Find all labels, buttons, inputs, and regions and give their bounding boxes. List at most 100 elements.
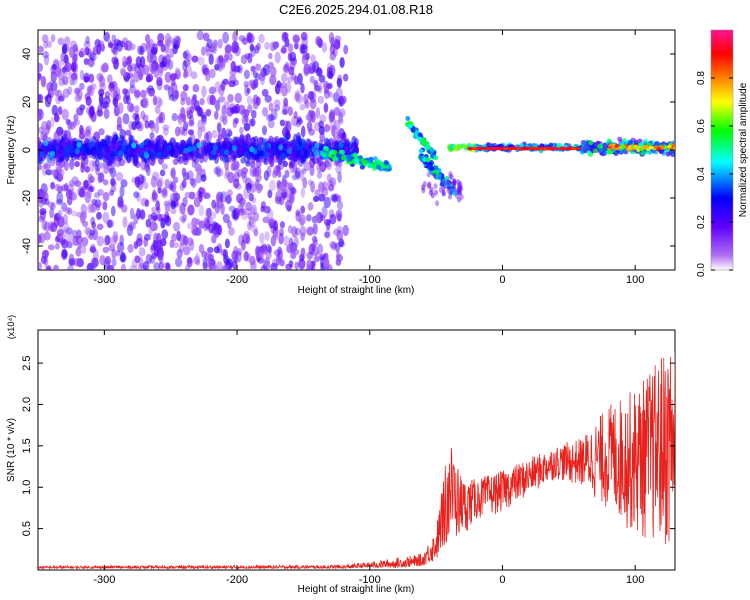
heatmap-mark — [180, 139, 186, 149]
heatmap-mark — [67, 148, 73, 156]
heatmap-mark — [251, 109, 257, 119]
heatmap-mark — [108, 167, 114, 174]
heatmap-mark — [161, 186, 168, 196]
x-tick-label: 0 — [499, 574, 505, 586]
heatmap-marks — [38, 30, 675, 270]
heatmap-mark — [81, 152, 87, 161]
heatmap-mark — [268, 52, 273, 60]
heatmap-mark — [340, 155, 346, 161]
heatmap-mark — [87, 59, 95, 67]
heatmap-mark — [188, 119, 195, 127]
heatmap-mark — [207, 259, 213, 270]
heatmap-mark — [120, 145, 126, 152]
heatmap-mark — [331, 194, 339, 203]
heatmap-mark — [313, 80, 318, 88]
heatmap-mark — [294, 227, 301, 236]
heatmap-mark — [89, 53, 97, 62]
snr-x-ticks: -300 -200 -100 0 100 — [93, 330, 644, 586]
heatmap-mark — [164, 215, 172, 227]
heatmap-mark — [41, 219, 48, 231]
heatmap-mark — [217, 38, 223, 49]
heatmap-mark — [326, 82, 333, 90]
heatmap-mark — [156, 176, 164, 187]
heatmap-mark — [56, 65, 62, 74]
heatmap-mark — [211, 149, 217, 156]
heatmap-mark — [104, 255, 112, 265]
heatmap-mark — [175, 257, 183, 268]
heatmap-mark — [193, 99, 200, 111]
heatmap-mark — [318, 193, 326, 202]
heatmap-mark — [447, 180, 451, 187]
heatmap-mark — [278, 137, 284, 147]
heatmap-mark — [181, 213, 187, 222]
heatmap-mark — [317, 181, 325, 191]
heatmap-mark — [94, 199, 102, 208]
heatmap-mark — [85, 35, 90, 45]
heatmap-mark — [228, 226, 235, 236]
heatmap-mark — [288, 161, 294, 169]
heatmap-mark — [280, 73, 288, 83]
colorbar-tick-label: 0.0 — [696, 263, 707, 277]
heatmap-mark — [335, 251, 341, 260]
heatmap-mark — [166, 144, 172, 152]
heatmap-mark — [326, 162, 332, 171]
heatmap-mark — [66, 241, 73, 249]
heatmap-mark — [106, 219, 114, 228]
heatmap-mark — [156, 76, 163, 87]
heatmap-mark — [300, 153, 306, 163]
heatmap-mark — [96, 72, 104, 82]
heatmap-mark — [108, 82, 115, 92]
heatmap-mark — [71, 62, 77, 71]
heatmap-mark — [203, 192, 211, 199]
heatmap-mark — [64, 61, 72, 73]
heatmap-mark — [263, 257, 271, 266]
heatmap-mark — [311, 235, 318, 243]
heatmap-mark — [67, 86, 73, 95]
heatmap-mark — [179, 215, 186, 222]
heatmap-mark — [241, 115, 249, 126]
heatmap-mark — [287, 53, 293, 62]
heatmap-mark — [258, 72, 266, 82]
heatmap-mark — [68, 179, 75, 188]
heatmap-mark — [80, 245, 87, 254]
heatmap-mark — [312, 195, 320, 202]
heatmap-mark — [285, 199, 293, 211]
heatmap-mark — [343, 44, 349, 55]
heatmap-mark — [61, 202, 68, 212]
heatmap-mark — [183, 58, 191, 68]
heatmap-mark — [61, 249, 68, 259]
heatmap-mark — [61, 43, 68, 55]
heatmap-mark — [196, 166, 203, 175]
heatmap-mark — [134, 88, 141, 100]
heatmap-mark — [278, 233, 284, 245]
heatmap-mark — [128, 148, 134, 159]
heatmap-mark — [159, 169, 166, 177]
heatmap-mark — [190, 71, 198, 80]
heatmap-mark — [56, 191, 64, 204]
heatmap-mark — [69, 40, 78, 50]
heatmap-mark — [663, 145, 668, 150]
heatmap-mark — [201, 85, 207, 98]
heatmap-mark — [55, 166, 62, 179]
heatmap-mark — [283, 63, 289, 73]
heatmap-mark — [99, 254, 106, 266]
heatmap-mark — [253, 228, 259, 237]
heatmap-mark — [160, 217, 166, 229]
y-tick-label: -40 — [21, 238, 33, 254]
heatmap-mark — [159, 111, 166, 124]
x-tick-label: -200 — [226, 274, 248, 286]
heatmap-mark — [74, 147, 80, 154]
heatmap-mark — [239, 201, 245, 209]
heatmap-mark — [282, 143, 288, 150]
heatmap-mark — [195, 252, 200, 263]
heatmap-mark — [121, 263, 126, 270]
heatmap-mark — [53, 215, 59, 228]
heatmap-mark — [183, 147, 189, 154]
heatmap-mark — [441, 179, 446, 186]
heatmap-mark — [88, 160, 96, 172]
heatmap-mark — [231, 159, 237, 168]
heatmap-mark — [127, 102, 134, 113]
heatmap-mark — [59, 229, 67, 241]
heatmap-mark — [156, 213, 162, 222]
heatmap-mark — [211, 264, 218, 270]
